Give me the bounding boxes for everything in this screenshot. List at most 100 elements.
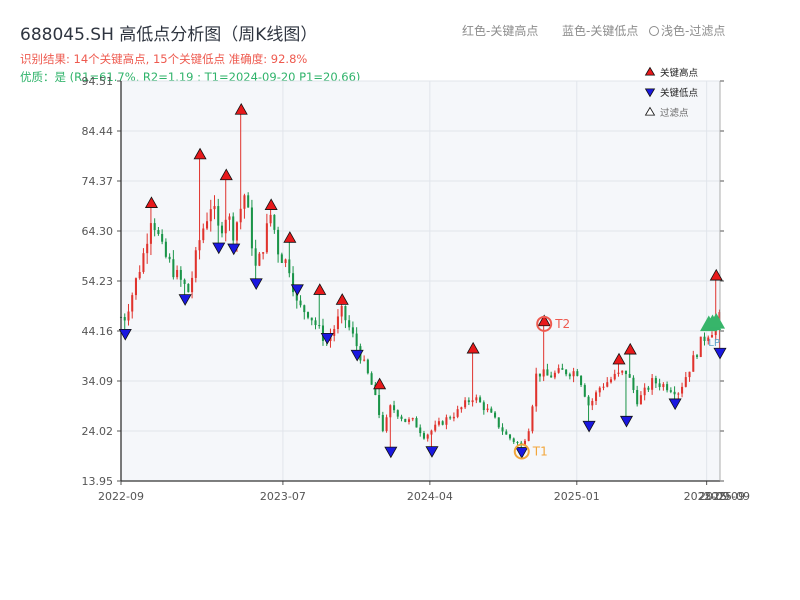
candle-body	[595, 392, 598, 401]
key-high-marker	[709, 268, 723, 281]
candle-body	[684, 377, 687, 387]
red-triangle-icon	[644, 66, 656, 76]
y-tick-label: 34.09	[82, 375, 114, 388]
candle-body	[490, 408, 493, 413]
key-low-marker	[515, 447, 529, 459]
y-tick-label: 64.30	[82, 225, 114, 238]
candle-body	[602, 386, 605, 388]
candle-body	[546, 369, 549, 376]
candle-body	[479, 397, 482, 403]
key-high-marker	[335, 293, 349, 305]
candle-body	[138, 271, 141, 279]
x-tick-label-overlap: 2025-09	[699, 490, 745, 503]
candle-body	[288, 259, 291, 274]
candle-body	[389, 405, 392, 418]
key-low-marker	[425, 446, 439, 458]
candle-body	[292, 273, 295, 293]
candle-body	[688, 371, 691, 378]
candle-body	[673, 391, 676, 395]
key-low-marker	[320, 332, 334, 345]
key-high-marker	[373, 377, 387, 390]
legend-low: 关键低点	[660, 87, 699, 99]
candle-body	[239, 208, 242, 223]
candle-body	[561, 368, 564, 370]
candle-body	[553, 372, 556, 378]
key-low-marker	[384, 446, 398, 459]
key-low-marker	[118, 329, 132, 341]
candle-body	[303, 305, 306, 313]
candle-body	[508, 434, 512, 439]
candle-body	[209, 209, 212, 222]
candle-body	[527, 431, 530, 441]
key-high-marker	[264, 198, 278, 210]
header-legend-light-label: 浅色-过滤点	[661, 24, 726, 38]
candle-body	[198, 240, 201, 251]
key-low-marker	[249, 278, 263, 290]
candle-body	[258, 253, 261, 266]
candle-body	[426, 434, 429, 439]
candle-body	[378, 395, 381, 415]
candle-body	[695, 355, 699, 357]
candle-body	[396, 410, 399, 417]
y-tick-label: 74.37	[82, 175, 114, 188]
candle-body	[542, 369, 545, 377]
candle-body	[710, 335, 714, 338]
candle-body	[183, 279, 186, 284]
candle-body	[505, 431, 508, 435]
candle-body	[636, 389, 639, 405]
candle-body	[647, 387, 650, 390]
candle-body	[658, 383, 661, 388]
candle-body	[381, 414, 384, 431]
key-high-marker	[612, 352, 626, 365]
candle-body	[486, 408, 489, 411]
candle-body	[351, 327, 354, 334]
candle-body	[452, 416, 455, 419]
candle-body	[621, 370, 624, 373]
candle-body	[430, 430, 433, 435]
candle-body	[497, 417, 500, 428]
t2-ring	[536, 315, 553, 332]
candle-body	[273, 214, 276, 230]
key-low-marker	[212, 242, 226, 255]
y-tick-label: 54.23	[82, 275, 114, 288]
key-low-marker	[619, 415, 634, 428]
candle-body	[437, 421, 440, 425]
candle-body	[568, 374, 571, 377]
candle-body	[284, 259, 287, 264]
header-legend-red: 红色-关键高点	[462, 24, 539, 38]
candle-body	[415, 418, 418, 428]
y-tick-label: 44.16	[82, 325, 114, 338]
candle-body	[314, 320, 317, 326]
candle-body	[374, 384, 377, 396]
candle-body	[254, 248, 257, 266]
candle-body	[194, 250, 197, 278]
key-low-marker	[713, 347, 727, 360]
candle-body	[318, 325, 321, 327]
candle-body	[422, 433, 426, 439]
candle-body	[265, 223, 268, 253]
key-low-marker	[350, 349, 364, 362]
candle-body	[206, 221, 209, 229]
candle-body	[449, 417, 452, 419]
candle-body	[703, 336, 706, 341]
candle-body	[277, 229, 280, 255]
candle-body	[617, 372, 620, 374]
candle-body	[191, 277, 194, 293]
key-high-marker	[234, 103, 248, 115]
key-low-marker	[668, 398, 682, 411]
x-tick-label-overlap: 2025-09	[704, 490, 750, 503]
y-tick-label: 13.95	[82, 475, 114, 488]
candle-body	[460, 407, 463, 410]
chart-title: 688045.SH 高低点分析图（周K线图）	[20, 25, 318, 45]
x-tick-label: 2025-01	[554, 490, 600, 503]
candle-body	[340, 306, 343, 317]
candle-body	[501, 427, 504, 432]
candle-body	[576, 371, 579, 376]
candle-body	[247, 195, 250, 208]
candle-body	[535, 373, 538, 407]
candle-body	[681, 386, 684, 394]
candle-body	[587, 396, 590, 406]
candle-body	[363, 359, 366, 361]
candle-body	[494, 412, 497, 418]
candle-body	[419, 427, 422, 434]
